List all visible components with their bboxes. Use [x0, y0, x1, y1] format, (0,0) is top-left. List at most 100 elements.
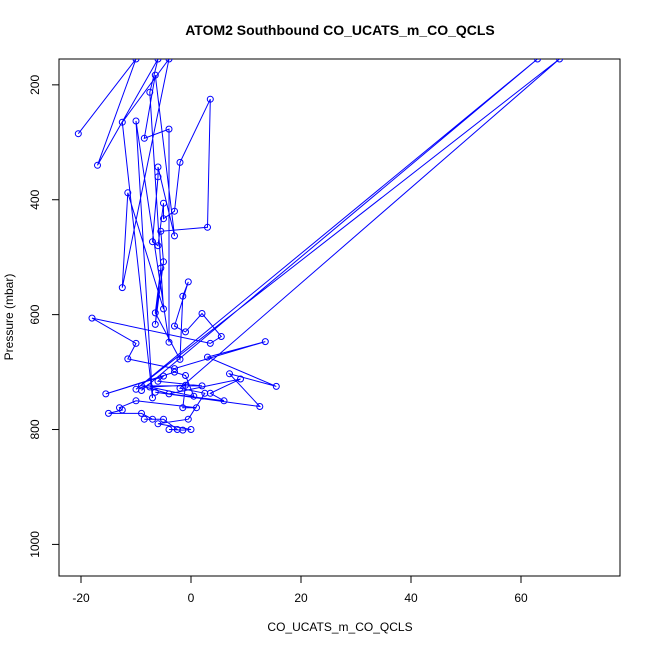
plot-area-frame — [58, 58, 621, 577]
data-point — [256, 403, 264, 410]
data-point — [184, 278, 192, 286]
data-point — [220, 397, 228, 405]
data-point — [118, 118, 126, 126]
data-point — [105, 409, 112, 417]
data-point — [204, 353, 211, 361]
data-point — [151, 71, 159, 79]
data-point — [88, 314, 96, 322]
data-point — [74, 130, 82, 138]
data-point — [237, 375, 244, 383]
data-point — [198, 382, 206, 390]
data-point — [206, 95, 214, 103]
data-point — [165, 125, 173, 133]
y-axis-label: Pressure (mbar) — [2, 274, 16, 361]
series-line — [77, 59, 560, 431]
data-point — [132, 117, 140, 125]
data-point — [132, 59, 140, 63]
data-point — [149, 238, 156, 246]
data-point — [261, 338, 269, 346]
data-point — [149, 415, 156, 423]
data-point — [176, 158, 184, 166]
data-point — [146, 383, 154, 391]
y-tick-label: 800 — [28, 419, 42, 439]
data-point — [138, 409, 145, 417]
data-point — [160, 305, 167, 313]
x-tick-label: -20 — [72, 591, 90, 605]
y-tick-label: 400 — [28, 189, 42, 209]
y-tick-label: 1000 — [28, 531, 42, 558]
data-point — [140, 134, 148, 142]
data-point — [118, 406, 126, 414]
data-point — [151, 388, 159, 396]
data-point — [217, 333, 225, 340]
data-point — [171, 232, 178, 240]
data-point — [154, 420, 162, 428]
x-axis-label: CO_UCATS_m_CO_QCLS — [267, 620, 412, 634]
chart-title: ATOM2 Southbound CO_UCATS_m_CO_QCLS — [185, 22, 495, 38]
data-point — [171, 322, 178, 330]
data-point — [226, 370, 233, 378]
data-point — [132, 397, 140, 405]
data-point — [182, 381, 189, 389]
x-tick-label: 20 — [294, 591, 308, 605]
data-point — [146, 88, 154, 96]
data-point — [160, 215, 167, 223]
data-point — [182, 328, 189, 336]
data-point — [154, 377, 162, 385]
data-point — [154, 163, 162, 171]
data-point — [204, 223, 211, 231]
series-layer — [74, 59, 563, 434]
data-point — [94, 161, 101, 169]
data-point — [102, 390, 110, 398]
y-tick-label: 600 — [28, 304, 42, 324]
data-point — [201, 389, 209, 397]
data-point — [198, 310, 206, 317]
data-point — [272, 382, 280, 390]
x-axis: -20 0 20 40 60 — [72, 575, 528, 605]
data-point — [157, 227, 165, 235]
data-point — [556, 59, 563, 63]
data-point — [179, 404, 187, 412]
data-point — [154, 59, 162, 63]
data-point — [190, 392, 198, 400]
data-point — [534, 59, 541, 63]
data-point — [187, 426, 195, 433]
data-point — [124, 189, 132, 197]
data-point — [179, 292, 187, 300]
x-tick-label: 0 — [188, 591, 195, 605]
data-point — [193, 404, 200, 412]
data-point — [182, 372, 189, 379]
data-point — [154, 173, 162, 181]
data-point — [171, 368, 178, 376]
data-point — [160, 415, 167, 423]
data-point — [151, 320, 159, 328]
data-point — [160, 199, 167, 207]
data-point — [154, 242, 162, 250]
data-point — [184, 415, 192, 423]
data-point — [132, 339, 140, 347]
data-point — [165, 338, 173, 346]
y-axis: 200 400 600 800 1000 — [28, 75, 60, 558]
data-point — [171, 207, 178, 215]
data-point — [165, 390, 173, 398]
data-point — [157, 264, 165, 272]
data-point — [138, 382, 145, 390]
data-point — [160, 372, 167, 380]
x-tick-label: 40 — [404, 591, 418, 605]
data-point — [151, 309, 159, 317]
data-point — [160, 258, 167, 266]
data-point — [149, 394, 156, 402]
data-point — [206, 339, 214, 347]
data-point — [124, 355, 132, 363]
y-tick-label: 200 — [28, 75, 42, 95]
data-point — [165, 59, 173, 63]
data-point — [176, 384, 184, 392]
data-point — [138, 387, 145, 394]
data-point — [118, 284, 126, 292]
x-tick-label: 60 — [514, 591, 528, 605]
data-point — [179, 426, 187, 434]
data-point — [176, 355, 184, 363]
data-point — [171, 365, 178, 373]
data-point — [140, 415, 148, 423]
